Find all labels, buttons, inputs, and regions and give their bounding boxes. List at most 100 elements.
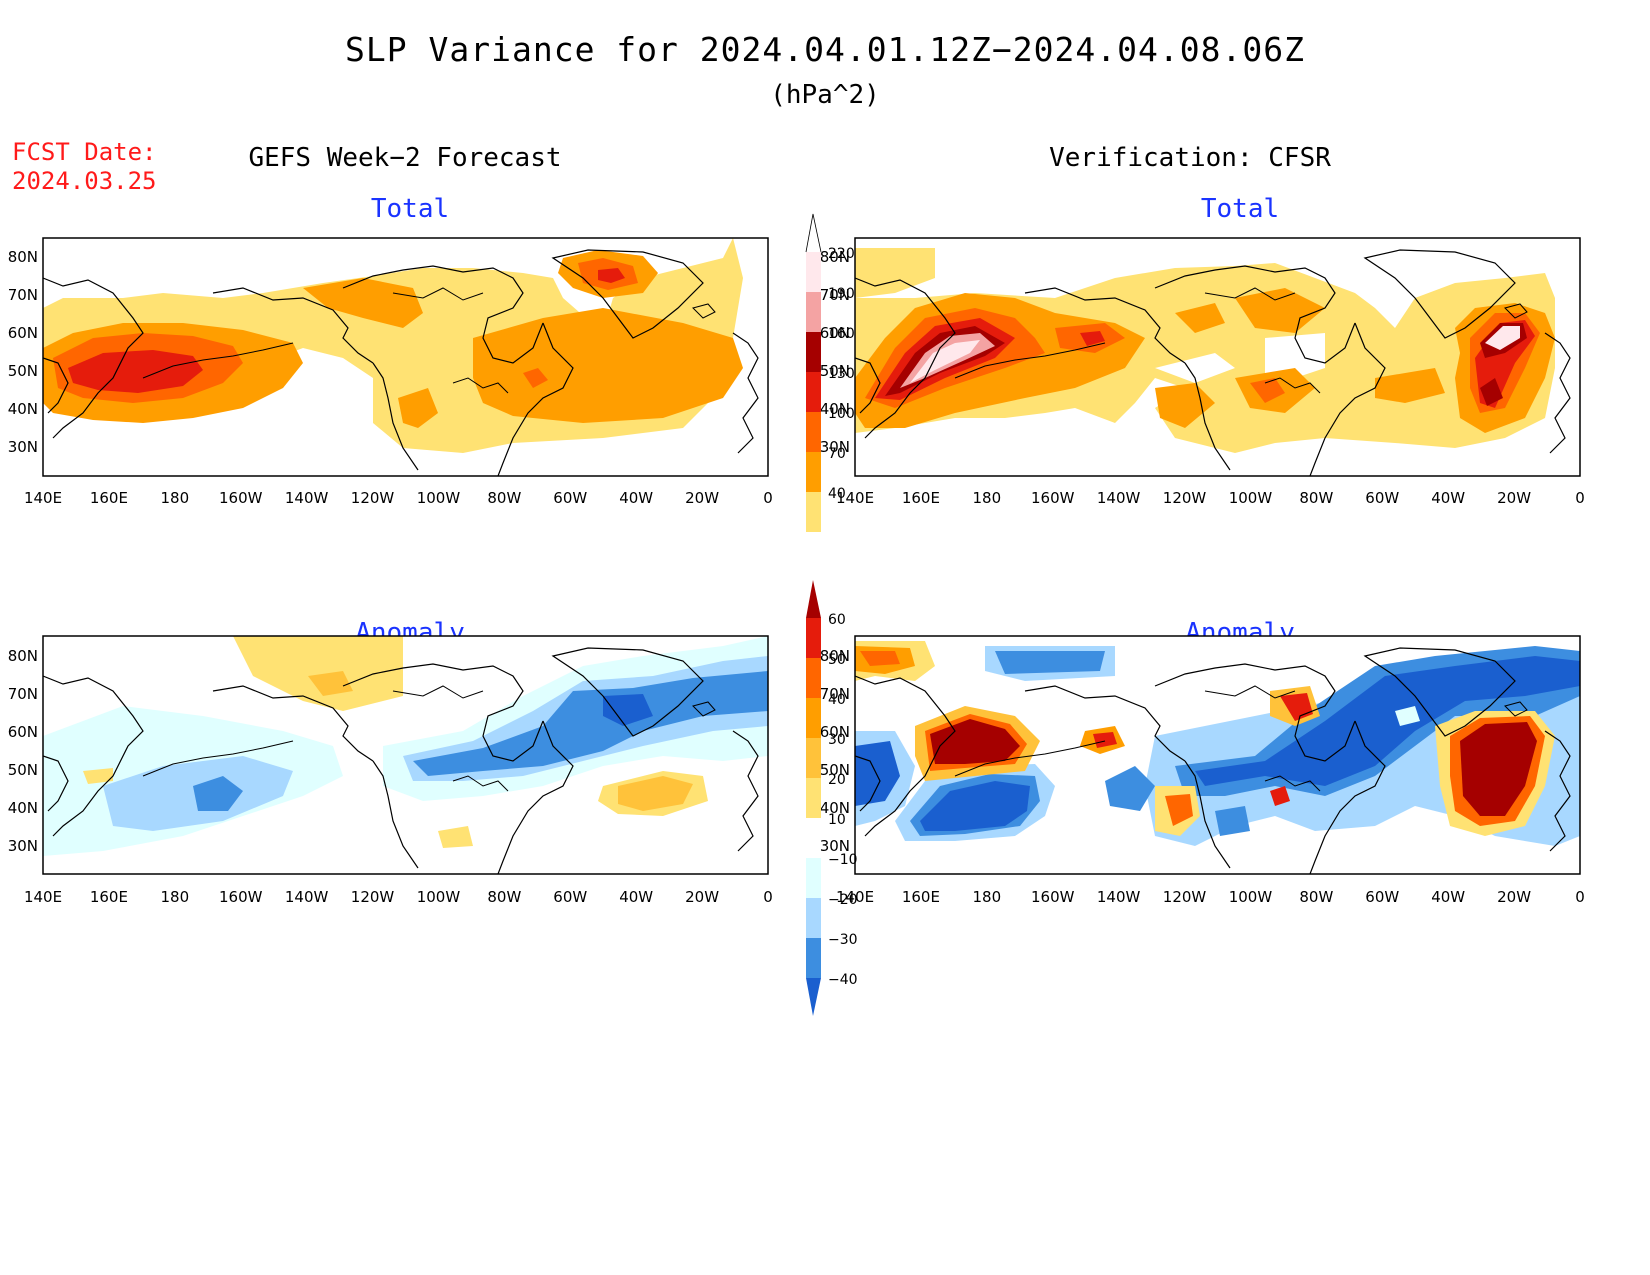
figure-title: SLP Variance for 2024.04.01.12Z−2024.04.… (345, 30, 1305, 69)
lat-tick-label: 60N (820, 723, 850, 741)
lon-tick-label: 160E (90, 888, 128, 906)
lat-tick-label: 50N (8, 761, 38, 779)
lat-tick-label: 80N (8, 647, 38, 665)
lat-tick-label: 70N (820, 286, 850, 304)
lon-axis-labels: 140E 160E 180 160W 140W 120W 100W 80W 60W 40W 20W 0… (24, 489, 1585, 906)
figure-units: (hPa^2) (770, 80, 880, 110)
lon-tick-label: 20W (685, 888, 719, 906)
lat-tick-label: 80N (8, 248, 38, 266)
colorbar-total-level: 100 (828, 406, 855, 422)
colorbar-anomaly-swatch (806, 658, 821, 698)
lon-tick-label: 100W (1229, 489, 1273, 507)
map-verif-total (854, 237, 1581, 477)
lon-tick-label: 160W (219, 888, 263, 906)
colorbar-anomaly-level: −10 (828, 852, 858, 868)
lat-tick-label: 80N (820, 248, 850, 266)
lon-tick-label: 100W (417, 489, 461, 507)
colorbar-total-swatch (806, 332, 821, 372)
lon-tick-label: 80W (487, 489, 521, 507)
colorbar-anomaly-level: 20 (828, 772, 846, 788)
colorbar-anomaly-swatch (806, 818, 821, 858)
lat-tick-label: 60N (820, 324, 850, 342)
lat-tick-label: 30N (820, 438, 850, 456)
lat-tick-label: 30N (8, 837, 38, 855)
lat-tick-label: 60N (8, 324, 38, 342)
lat-tick-label: 80N (820, 647, 850, 665)
lon-tick-label: 40W (619, 888, 653, 906)
lon-tick-label: 120W (1163, 888, 1207, 906)
lon-tick-label: 80W (487, 888, 521, 906)
lon-tick-label: 60W (1365, 489, 1399, 507)
lon-tick-label: 160E (902, 888, 940, 906)
colorbar-total-level: 70 (828, 446, 846, 462)
lat-tick-label: 40N (820, 400, 850, 418)
lat-tick-label: 30N (820, 837, 850, 855)
colorbar-total-level: 160 (828, 326, 855, 342)
colorbar-total-level: 220 (828, 246, 855, 262)
lon-tick-label: 140W (285, 489, 329, 507)
lat-tick-label: 70N (820, 685, 850, 703)
lon-tick-label: 160W (219, 489, 263, 507)
map-fcst-total (42, 237, 769, 477)
colorbar-anomaly-level: 60 (828, 612, 846, 628)
left-column-title: GEFS Week−2 Forecast (248, 143, 562, 173)
forecast-date: FCST Date: 2024.03.25 (12, 138, 157, 196)
lon-tick-label: 140E (24, 888, 62, 906)
panel-title-fcst-total: Total (370, 194, 450, 224)
colorbar-anomaly-level: 30 (828, 732, 846, 748)
lon-tick-label: 60W (553, 888, 587, 906)
colorbar-total-level: 130 (828, 366, 855, 382)
panel-title-verif-total: Total (1200, 194, 1280, 224)
colorbar-total-level: 40 (828, 486, 846, 502)
lat-tick-label: 70N (8, 685, 38, 703)
colorbar-anomaly: 60 50 40 30 20 10 −10 −20 −30 −40 (806, 580, 858, 1016)
lon-tick-label: 60W (553, 489, 587, 507)
colorbar-anomaly-swatch (806, 858, 821, 898)
lon-tick-label: 40W (1431, 489, 1465, 507)
lon-tick-label: 0 (763, 489, 773, 507)
lon-tick-label: 100W (1229, 888, 1273, 906)
lon-tick-label: 0 (763, 888, 773, 906)
lon-tick-label: 40W (619, 489, 653, 507)
lon-tick-label: 180 (160, 888, 189, 906)
colorbar-total-level: 190 (828, 286, 855, 302)
colorbar-total-swatch (806, 372, 821, 412)
colorbar-anomaly-level: −30 (828, 932, 858, 948)
lon-tick-label: 60W (1365, 888, 1399, 906)
lon-tick-label: 140W (285, 888, 329, 906)
lon-tick-label: 80W (1299, 888, 1333, 906)
colorbar-anomaly-level: −40 (828, 972, 858, 988)
lon-tick-label: 120W (1163, 489, 1207, 507)
lon-tick-label: 100W (417, 888, 461, 906)
colorbar-anomaly-level: 10 (828, 812, 846, 828)
lon-tick-label: 180 (972, 489, 1001, 507)
lon-tick-label: 160E (90, 489, 128, 507)
lat-tick-label: 30N (8, 438, 38, 456)
forecast-date-label: FCST Date: (12, 138, 157, 166)
colorbar-total: 220 190 160 130 100 70 40 (805, 213, 855, 532)
lat-tick-label: 50N (8, 362, 38, 380)
lon-tick-label: 160E (902, 489, 940, 507)
lon-tick-label: 40W (1431, 888, 1465, 906)
colorbar-anomaly-swatch (806, 778, 821, 818)
lon-tick-label: 120W (351, 888, 395, 906)
lon-tick-label: 180 (972, 888, 1001, 906)
lat-tick-label: 60N (8, 723, 38, 741)
colorbar-anomaly-level: 40 (828, 692, 846, 708)
colorbar-total-swatch (806, 292, 821, 332)
colorbar-anomaly-swatch (806, 898, 821, 938)
map-fcst-anomaly (42, 635, 769, 875)
lon-tick-label: 160W (1031, 888, 1075, 906)
forecast-date-value: 2024.03.25 (12, 167, 157, 195)
lon-tick-label: 0 (1575, 489, 1585, 507)
lat-tick-label: 50N (820, 362, 850, 380)
colorbar-anomaly-swatch (806, 938, 821, 978)
colorbar-anomaly-swatch (806, 698, 821, 738)
colorbar-anomaly-level: −20 (828, 892, 858, 908)
map-verif-anomaly (854, 635, 1581, 875)
colorbar-anomaly-swatch (806, 618, 821, 658)
lon-tick-label: 140E (24, 489, 62, 507)
lon-tick-label: 140W (1097, 888, 1141, 906)
lat-tick-label: 70N (8, 286, 38, 304)
